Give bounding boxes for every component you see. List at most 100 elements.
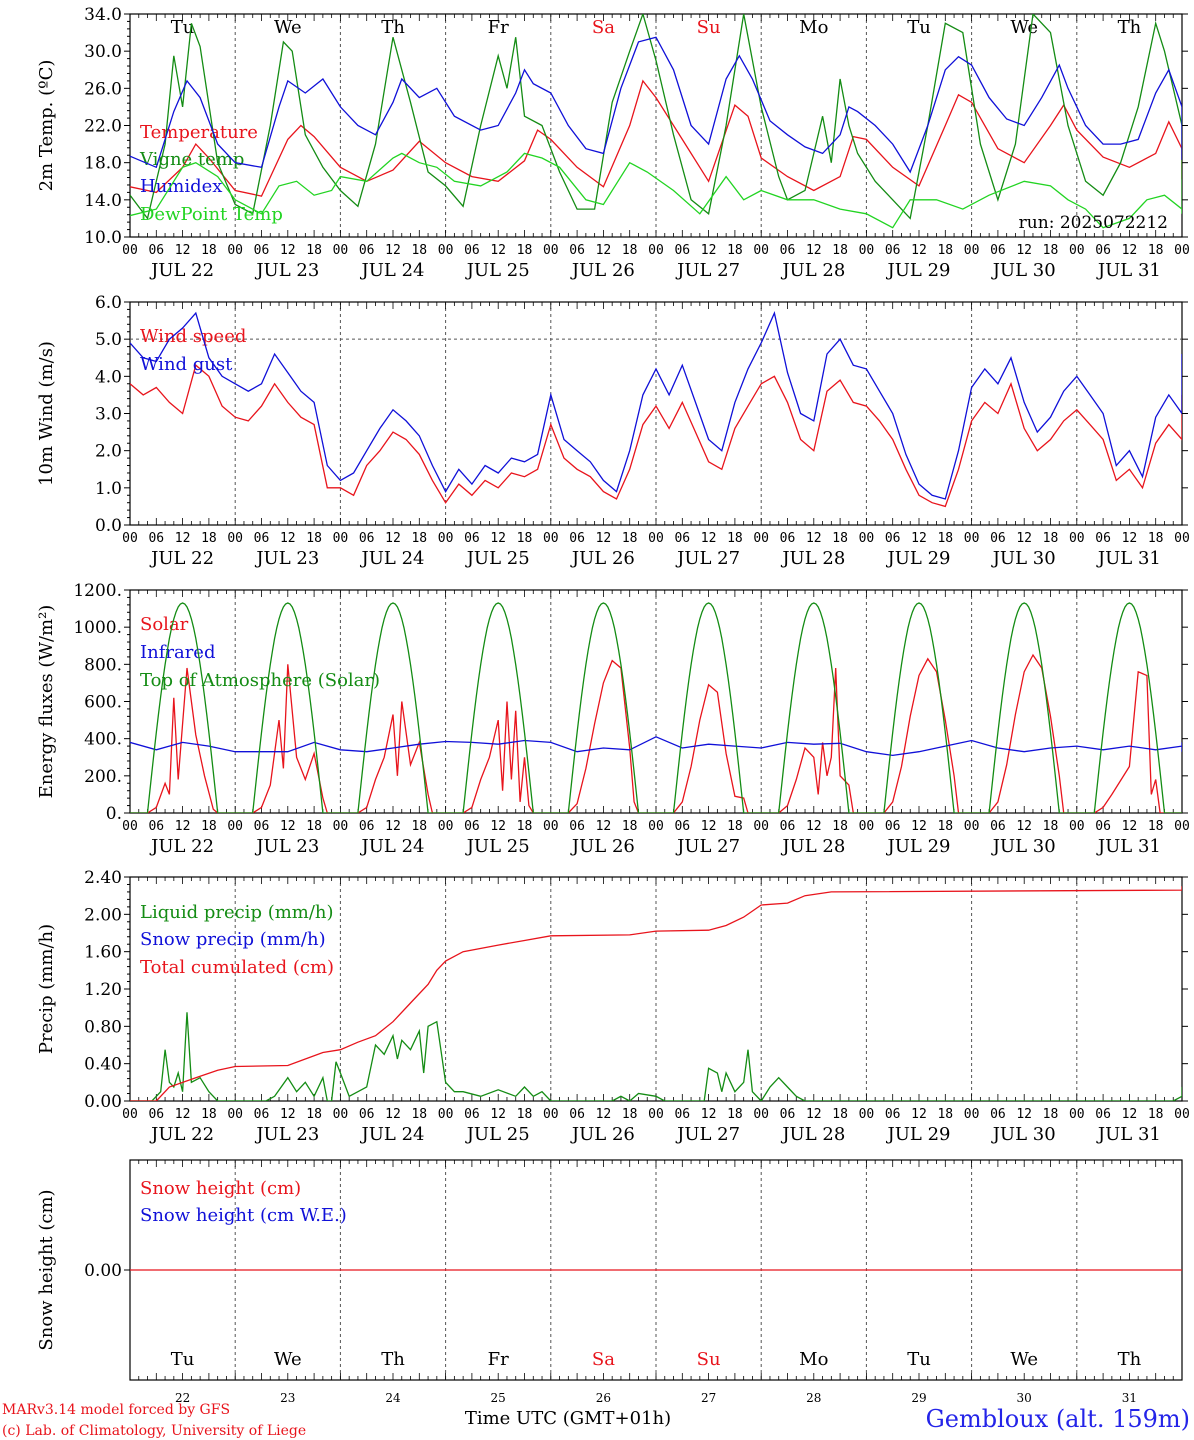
- weekday-label: Th: [1118, 1349, 1142, 1370]
- hour-tick-label: 12: [596, 243, 612, 258]
- plot-frame: [129, 301, 1183, 526]
- day-number-label: 28: [806, 1391, 821, 1405]
- hour-tick-label: 06: [780, 531, 796, 546]
- weekday-label: Th: [381, 1349, 405, 1370]
- y-tick-label: 5.0: [95, 330, 122, 350]
- series-line-solar: [130, 653, 1182, 813]
- hour-tick-label: 18: [411, 819, 427, 834]
- hour-tick-label: 06: [780, 819, 796, 834]
- hour-tick-label: 18: [517, 243, 533, 258]
- hour-tick-label: 12: [280, 243, 296, 258]
- date-label: JUL 30: [991, 1124, 1056, 1145]
- hour-tick-label: 00: [333, 531, 349, 546]
- hour-tick-label: 00: [859, 819, 875, 834]
- date-label: JUL 26: [570, 836, 635, 857]
- legend-liquid-precip-mm-h-: Liquid precip (mm/h): [140, 902, 334, 923]
- hour-tick-label: 06: [674, 819, 690, 834]
- hour-tick-label: 00: [122, 531, 138, 546]
- hour-tick-label: 06: [148, 243, 164, 258]
- hour-tick-label: 06: [1095, 531, 1111, 546]
- date-label: JUL 27: [675, 836, 740, 857]
- hour-tick-label: 00: [753, 243, 769, 258]
- hour-tick-label: 12: [596, 531, 612, 546]
- hour-tick-label: 18: [201, 531, 217, 546]
- hour-tick-label: 00: [543, 819, 559, 834]
- legend-dewpoint-temp: DewPoint Temp: [140, 204, 283, 225]
- hour-tick-label: 18: [517, 1107, 533, 1122]
- weekday-label: Su: [697, 17, 721, 38]
- hour-tick-label: 12: [385, 243, 401, 258]
- hour-tick-label: 18: [1043, 819, 1059, 834]
- hour-tick-label: 06: [254, 243, 270, 258]
- weekday-label: Su: [697, 1349, 721, 1370]
- hour-tick-label: 00: [1174, 1107, 1190, 1122]
- hour-tick-label: 12: [280, 819, 296, 834]
- date-label: JUL 31: [1096, 1124, 1161, 1145]
- hour-tick-label: 00: [333, 819, 349, 834]
- legend-wind-speed: Wind speed: [140, 326, 246, 347]
- station-label: Gembloux (alt. 159m): [926, 1405, 1190, 1433]
- hour-tick-label: 06: [359, 531, 375, 546]
- hour-tick-label: 00: [333, 1107, 349, 1122]
- hour-tick-label: 18: [201, 243, 217, 258]
- hour-tick-label: 00: [333, 243, 349, 258]
- date-label: JUL 29: [886, 548, 951, 569]
- hour-tick-label: 06: [885, 531, 901, 546]
- y-tick-label: 0.00: [84, 1092, 122, 1112]
- hour-tick-label: 18: [1148, 1107, 1164, 1122]
- y-tick-label: 2.40: [84, 868, 122, 888]
- hour-tick-label: 12: [175, 531, 191, 546]
- hour-tick-label: 18: [1043, 243, 1059, 258]
- y-axis-label: 10m Wind (m/s): [36, 341, 57, 486]
- panel-snow: 0.00 Tu 22 We 23 Th 24 Fr 25 Sa 26 Su 27 Mo 28 Tu 29 We 30…: [36, 1159, 1183, 1405]
- hour-tick-label: 00: [964, 819, 980, 834]
- hour-tick-label: 06: [148, 819, 164, 834]
- x-axis-title: Time UTC (GMT+01h): [465, 1408, 671, 1429]
- y-tick-label: 30.0: [84, 42, 122, 62]
- y-tick-label: 400.: [84, 730, 122, 750]
- series-line-humidex: [130, 36, 1182, 174]
- hour-tick-label: 06: [569, 243, 585, 258]
- hour-tick-label: 12: [1016, 243, 1032, 258]
- series-line-wind-gust: [130, 311, 1182, 500]
- hour-tick-label: 06: [990, 819, 1006, 834]
- hour-tick-label: 00: [438, 243, 454, 258]
- hour-tick-label: 12: [806, 531, 822, 546]
- hour-tick-label: 18: [411, 1107, 427, 1122]
- hour-tick-label: 18: [517, 819, 533, 834]
- hour-tick-label: 12: [701, 819, 717, 834]
- hour-tick-label: 00: [122, 243, 138, 258]
- hour-tick-label: 00: [227, 1107, 243, 1122]
- y-tick-label: 1.20: [84, 980, 122, 1000]
- hour-tick-label: 00: [964, 243, 980, 258]
- date-label: JUL 25: [465, 836, 530, 857]
- hour-tick-label: 06: [990, 531, 1006, 546]
- hour-tick-label: 12: [911, 531, 927, 546]
- y-tick-label: 3.0: [95, 405, 122, 425]
- date-label: JUL 24: [360, 548, 425, 569]
- date-label: JUL 28: [780, 836, 845, 857]
- y-tick-label: 0.: [106, 804, 122, 824]
- legend-snow-height-cm-w-e-: Snow height (cm W.E.): [140, 1205, 347, 1226]
- hour-tick-label: 18: [832, 1107, 848, 1122]
- hour-tick-label: 00: [964, 531, 980, 546]
- date-label: JUL 22: [149, 548, 214, 569]
- hour-tick-label: 12: [385, 1107, 401, 1122]
- hour-tick-label: 12: [806, 819, 822, 834]
- weekday-label: Fr: [488, 1349, 509, 1370]
- hour-tick-label: 06: [990, 1107, 1006, 1122]
- hour-tick-label: 18: [937, 1107, 953, 1122]
- hour-tick-label: 00: [122, 1107, 138, 1122]
- plot-frame: [129, 589, 1183, 814]
- day-number-label: 26: [596, 1391, 611, 1405]
- hour-tick-label: 18: [832, 819, 848, 834]
- date-label: JUL 29: [886, 836, 951, 857]
- series-line-dewpoint-temp: [130, 152, 1182, 229]
- hour-tick-label: 18: [937, 531, 953, 546]
- y-tick-label: 18.0: [84, 154, 122, 174]
- hour-tick-label: 12: [1122, 819, 1138, 834]
- hour-tick-label: 06: [464, 1107, 480, 1122]
- hour-tick-label: 18: [937, 819, 953, 834]
- series-line-total-cumulated-cm-: [130, 886, 1182, 1101]
- hour-tick-label: 12: [1016, 1107, 1032, 1122]
